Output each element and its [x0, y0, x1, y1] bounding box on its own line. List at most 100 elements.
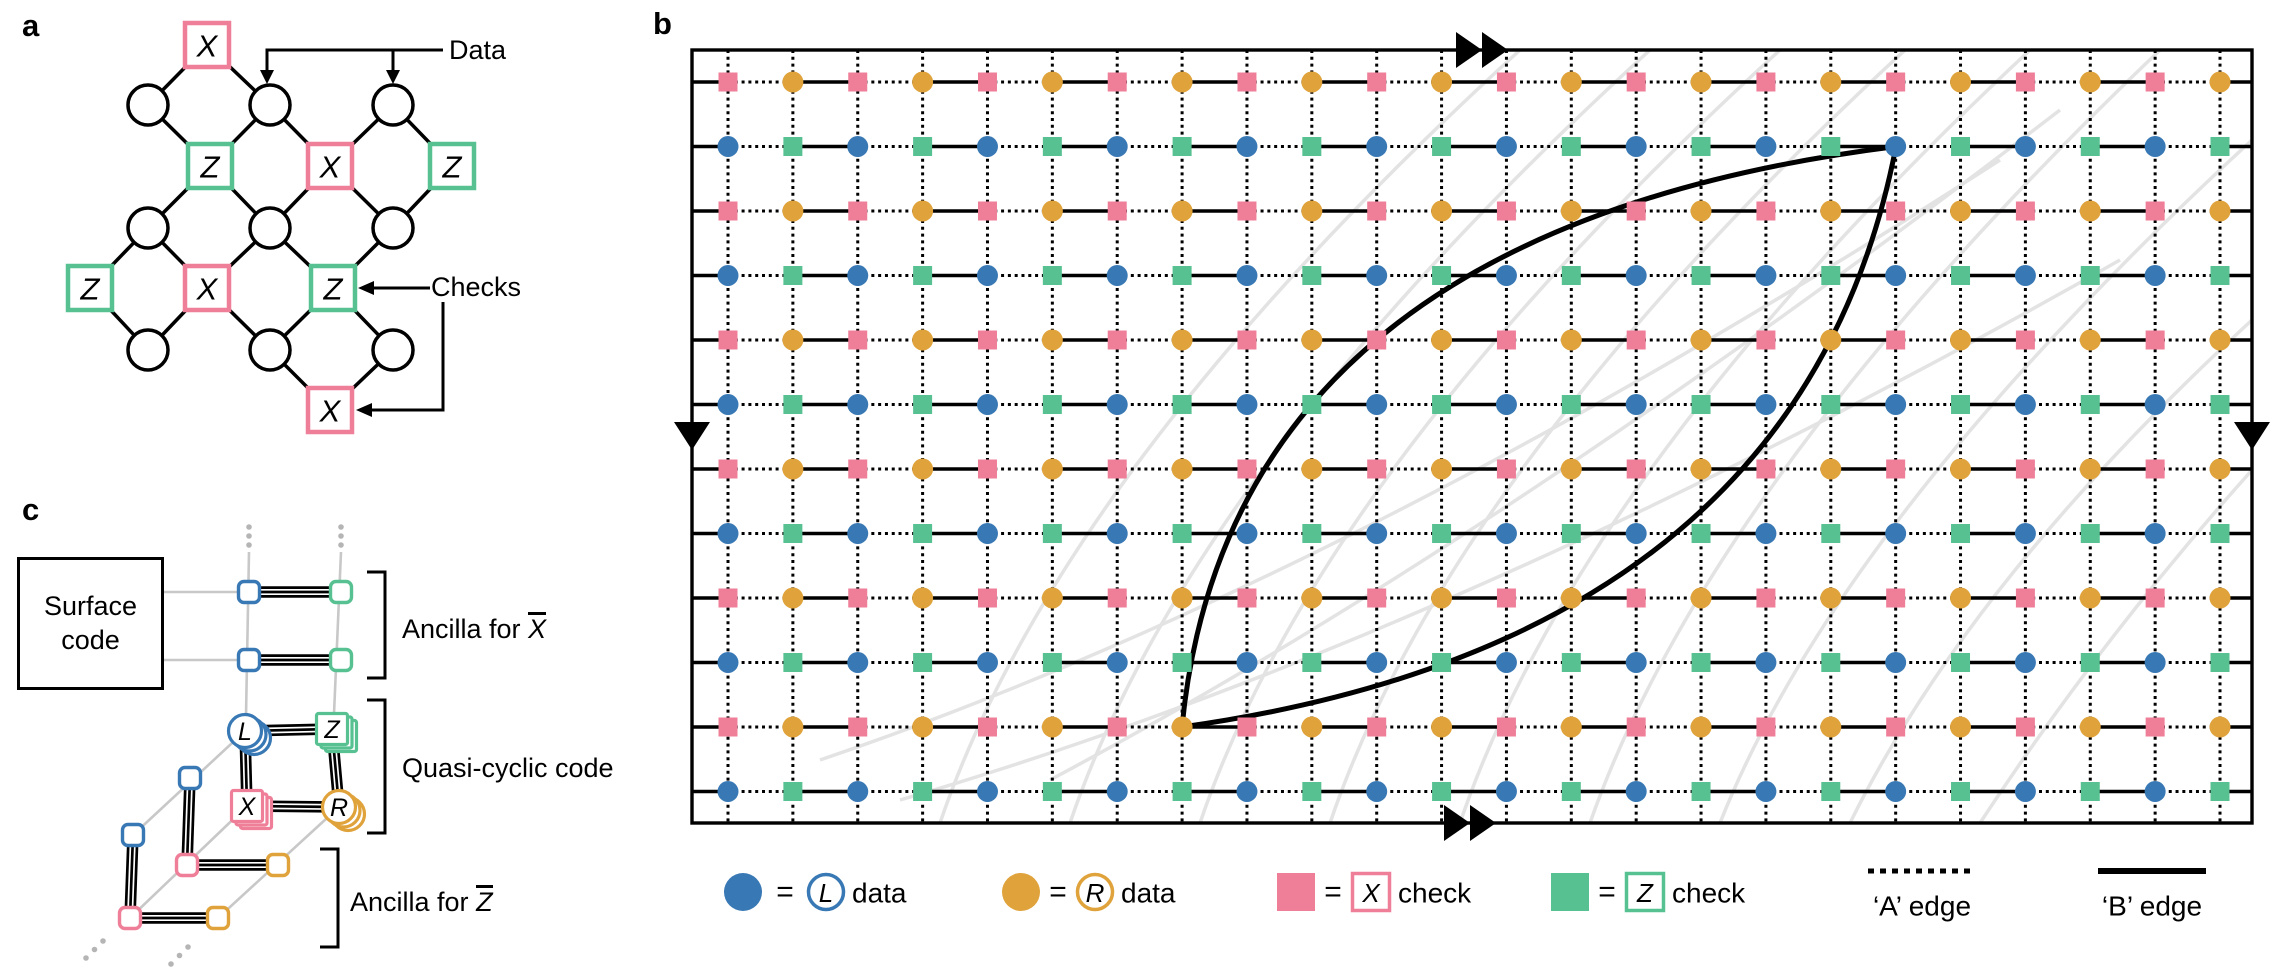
l-data-node: [976, 265, 998, 286]
z-check-node: [1561, 137, 1581, 156]
x-check-node: [977, 201, 997, 221]
z-check-node: [1951, 782, 1971, 801]
legend-equals: =: [1049, 876, 1067, 909]
ellipsis-dot: [185, 944, 191, 950]
x-check-node: [1496, 588, 1516, 608]
ellipsis-dot: [246, 533, 252, 539]
l-data-node: [976, 652, 998, 673]
z-check-node: [1691, 653, 1711, 672]
check-symbol: X: [196, 29, 219, 64]
l-data-node: [1885, 523, 1907, 544]
ancilla-z-prefix: Ancilla for: [350, 887, 477, 917]
legend-z-swatch: [1551, 873, 1589, 911]
blue-node: [177, 765, 203, 791]
data-qubit: [248, 206, 292, 250]
x-check-node: [1886, 459, 1906, 479]
l-data-node: [2144, 523, 2166, 544]
z-check-node: [1561, 782, 1581, 801]
z-check-node: [1561, 266, 1581, 285]
pink-node: [117, 905, 143, 931]
x-check-node: [1237, 201, 1257, 221]
x-check-node: [1496, 330, 1516, 350]
x-check-node: [1886, 72, 1906, 92]
z-check-node: [1042, 137, 1062, 156]
group-bracket: [320, 847, 340, 949]
z-check-node: [1821, 782, 1841, 801]
r-data-node: [2209, 329, 2231, 351]
data-qubit: [371, 206, 415, 250]
l-data-node: [1625, 136, 1647, 157]
r-data-node: [1171, 587, 1193, 609]
bundled-edge: [181, 777, 187, 866]
panel-c-diagram: L Z X R: [83, 524, 387, 967]
z-check-node: [783, 395, 803, 414]
l-data-node: [1236, 781, 1258, 802]
x-check-node: [1886, 201, 1906, 221]
z-stack-layer: [314, 711, 350, 747]
z-check-node: [1951, 395, 1971, 414]
checks-annotation: Checks: [431, 272, 522, 302]
z-check-node: [2210, 653, 2230, 672]
x-check-node: [2015, 201, 2035, 221]
l-data-node: [717, 136, 739, 157]
l-data-node: [1366, 394, 1388, 415]
r-data-node: [912, 71, 934, 93]
l-data-node: [2144, 652, 2166, 673]
z-check-node: [1302, 395, 1322, 414]
l-data-node: [1106, 265, 1128, 286]
x-check-node: [2145, 72, 2165, 92]
legend-x-swatch: [1277, 873, 1315, 911]
x-check-node: [848, 459, 868, 479]
data-qubit: [126, 328, 170, 372]
legend-symbol: L: [819, 878, 833, 908]
x-check-node: [1367, 330, 1387, 350]
legend-edge-label: ‘A’ edge: [1873, 891, 1971, 922]
x-check-node: [718, 72, 738, 92]
long-range-edge: [938, 48, 1522, 824]
r-data-node: [2079, 71, 2101, 93]
x-check-node: [718, 717, 738, 737]
stack-symbol: Z: [323, 716, 340, 744]
l-data-node: [717, 394, 739, 415]
z-check-node: [1691, 395, 1711, 414]
r-data-node: [1431, 200, 1453, 222]
r-data-node: [1301, 587, 1323, 609]
r-data-node: [2209, 716, 2231, 738]
z-check-node: [783, 653, 803, 672]
r-data-node: [1820, 716, 1842, 738]
z-check-node: [1172, 524, 1192, 543]
x-check-node: [1237, 330, 1257, 350]
l-data-node: [1106, 781, 1128, 802]
x-stack-layer: [229, 788, 265, 824]
check-symbol: X: [319, 394, 342, 429]
z-check-node: [1561, 653, 1581, 672]
z-check-box: [427, 141, 477, 191]
z-check-node: [1691, 524, 1711, 543]
z-check-node: [1821, 266, 1841, 285]
panel-c-letter: c: [22, 492, 40, 527]
r-data-node: [782, 587, 804, 609]
l-data-node: [847, 265, 869, 286]
tanner-graph-grid: [674, 32, 2270, 841]
l-data-node: [976, 523, 998, 544]
x-check-node: [1626, 201, 1646, 221]
x-check-node: [1107, 201, 1127, 221]
legend-equals: =: [776, 876, 794, 909]
quasi-cyclic-text: Quasi-cyclic code: [402, 753, 614, 783]
x-check-node: [2145, 330, 2165, 350]
x-check-node: [718, 330, 738, 350]
r-data-node: [1690, 329, 1712, 351]
legend-symbol-outline: [806, 872, 846, 912]
z-check-node: [783, 266, 803, 285]
x-check-node: [1367, 717, 1387, 737]
r-data-node: [2209, 587, 2231, 609]
l-data-node: [1366, 523, 1388, 544]
l-data-node: [1625, 652, 1647, 673]
x-check-node: [1756, 717, 1776, 737]
x-check-node: [1626, 588, 1646, 608]
r-data-node: [1950, 716, 1972, 738]
ellipsis-dot: [100, 938, 106, 944]
x-check-node: [848, 330, 868, 350]
r-data-node: [2079, 587, 2101, 609]
l-data-node: [976, 136, 998, 157]
